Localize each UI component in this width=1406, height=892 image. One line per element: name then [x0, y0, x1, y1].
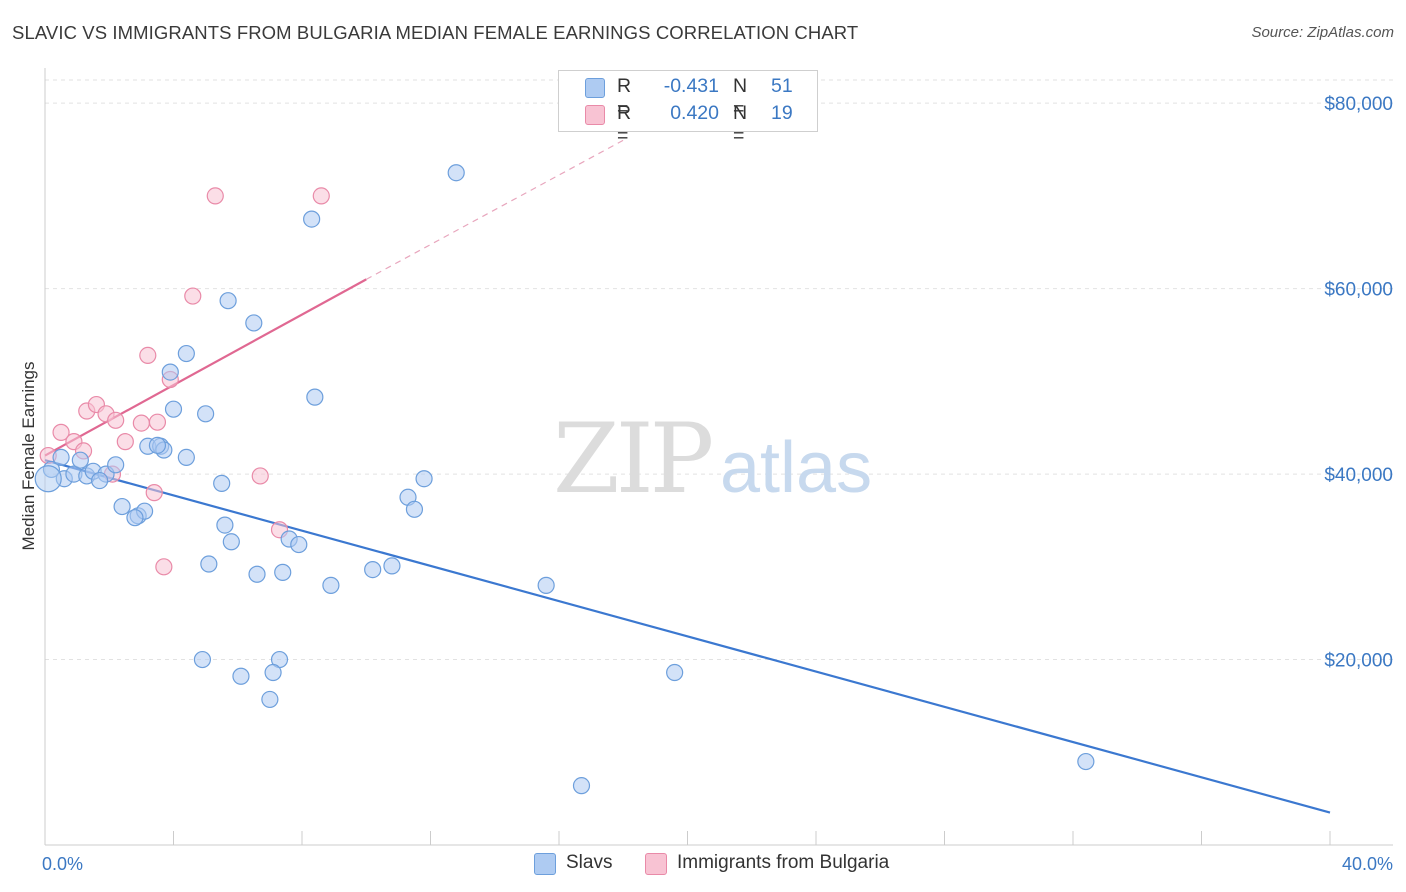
point-slavs [91, 471, 109, 490]
point-slavs [290, 535, 308, 554]
legend-n-label: N = [733, 75, 748, 120]
y-axis-label: Median Female Earnings [19, 362, 38, 551]
legend-r-value: -0.431 [663, 75, 719, 97]
point-slavs [177, 344, 195, 363]
y-tick-label: $80,000 [1324, 94, 1393, 115]
legend-label-bulgaria: Immigrants from Bulgaria [677, 852, 890, 873]
point-bulgaria [155, 558, 173, 576]
x-tick-label: 0.0% [42, 854, 83, 874]
legend-r-label: R = [617, 102, 632, 147]
point-slavs [222, 533, 240, 551]
y-tick-label: $60,000 [1324, 280, 1393, 301]
point-slavs [264, 663, 282, 682]
legend-r-label: R = [617, 75, 632, 120]
point-bulgaria [145, 484, 163, 502]
point-slavs [216, 516, 234, 534]
point-bulgaria [206, 187, 224, 205]
y-tick-label: $40,000 [1324, 465, 1393, 486]
point-slavs [447, 164, 465, 182]
point-slavs [126, 509, 144, 527]
tick-labels: $20,000 $40,000 $60,000 $80,000 0.0% 40.0% [42, 94, 1393, 874]
point-slavs [113, 497, 131, 516]
point-bulgaria [132, 414, 150, 432]
point-slavs [200, 555, 218, 573]
point-slavs [148, 436, 167, 454]
point-bulgaria [184, 287, 202, 305]
point-slavs [197, 405, 215, 423]
point-slavs [245, 314, 263, 332]
watermark-atlas: atlas [720, 428, 872, 508]
legend-swatch-slavs [585, 78, 605, 98]
y-tick-label: $20,000 [1324, 651, 1393, 672]
point-slavs [537, 576, 555, 594]
point-slavs [164, 400, 183, 418]
point-slavs [71, 451, 89, 469]
point-slavs [177, 448, 195, 466]
point-slavs [303, 210, 321, 228]
legend-label-slavs: Slavs [566, 852, 613, 873]
point-slavs [405, 500, 424, 518]
point-slavs [248, 565, 266, 583]
point-slavs [213, 474, 231, 492]
legend-swatch-bulgaria [645, 853, 667, 875]
legend-n-value: 19 [771, 102, 793, 124]
point-slavs [572, 777, 591, 795]
legend-swatch-bulgaria [585, 105, 605, 125]
point-slavs [666, 663, 684, 682]
point-slavs [1077, 752, 1095, 771]
point-bulgaria [139, 346, 157, 364]
point-slavs [364, 560, 382, 579]
axes [44, 68, 1393, 846]
point-bulgaria [52, 423, 70, 441]
point-slavs [193, 650, 212, 669]
legend-swatch-slavs [534, 853, 556, 875]
point-slavs [274, 563, 292, 581]
gridlines [45, 79, 1393, 661]
point-bulgaria [312, 187, 330, 205]
trend-line-slavs [44, 459, 1331, 814]
legend-r-value: 0.420 [670, 102, 719, 124]
point-bulgaria [148, 413, 167, 431]
stats-legend: R = -0.431 N = 51 R = 0.420 N = 19 [558, 70, 818, 147]
point-slavs [322, 576, 340, 594]
point-slavs [383, 557, 401, 575]
legend-n-value: 51 [771, 75, 793, 97]
x-tick-label: 40.0% [1342, 854, 1393, 874]
point-slavs [261, 690, 279, 709]
legend-n-label: N = [733, 102, 748, 147]
point-bulgaria [116, 433, 134, 451]
point-slavs [232, 667, 250, 685]
point-slavs [161, 363, 179, 381]
chart-source: Source: ZipAtlas.com [1251, 24, 1394, 41]
watermark: ZIP atlas [553, 403, 872, 515]
watermark-zip: ZIP [553, 403, 712, 515]
point-slavs [52, 448, 70, 466]
data-points [34, 164, 1095, 795]
point-slavs [107, 456, 125, 474]
point-bulgaria [107, 411, 125, 429]
trend-lines [44, 139, 1331, 814]
chart-title: SLAVIC VS IMMIGRANTS FROM BULGARIA MEDIA… [12, 22, 859, 43]
point-slavs [306, 388, 324, 406]
point-slavs [415, 470, 433, 488]
trend-line-bulgaria-extension [365, 139, 624, 280]
point-bulgaria [251, 467, 269, 485]
trend-line-bulgaria [44, 278, 367, 457]
point-slavs [219, 292, 237, 310]
point-slavs [34, 465, 62, 493]
